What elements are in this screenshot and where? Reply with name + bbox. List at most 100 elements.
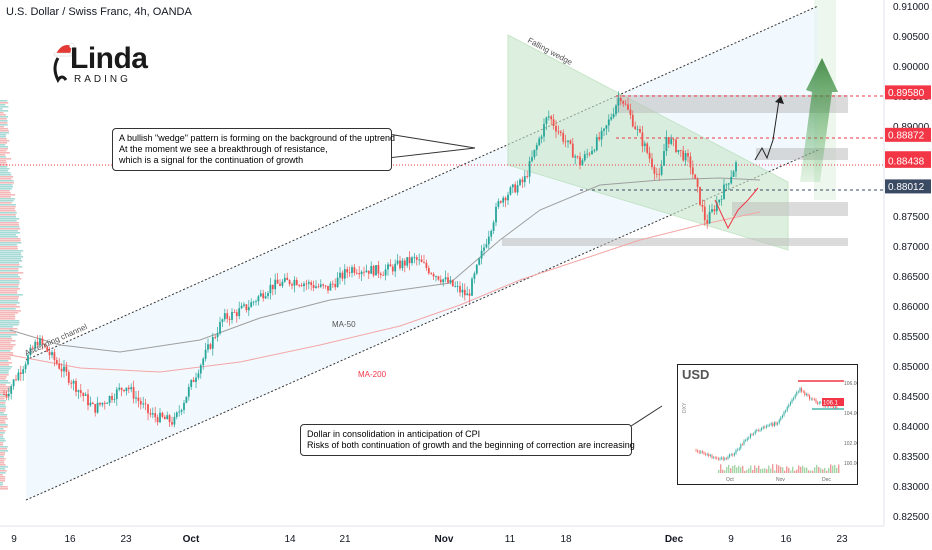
- y-tick-label: 0.85500: [893, 332, 930, 343]
- candle: [600, 127, 603, 147]
- candle: [262, 289, 265, 302]
- volume-profile-bar: [0, 104, 6, 106]
- bullish-arrow: [800, 58, 838, 182]
- candle: [655, 167, 658, 179]
- volume-profile-bar: [0, 346, 14, 348]
- candle: [595, 133, 598, 152]
- candle: [699, 186, 701, 207]
- volume-profile-bar: [0, 126, 5, 128]
- candle: [720, 194, 723, 206]
- candle: [19, 365, 22, 381]
- candle: [70, 379, 73, 389]
- volume-profile-bar: [0, 374, 9, 376]
- price-label-text: 0.88438: [888, 156, 925, 167]
- volume-profile-bar: [0, 302, 20, 304]
- candle: [264, 291, 267, 300]
- x-tick-label: 23: [836, 534, 848, 545]
- inset-volume-bar: [776, 464, 778, 473]
- inset-candle: [777, 421, 779, 426]
- volume-profile-bar: [0, 226, 20, 228]
- volume-profile-bar: [0, 172, 11, 174]
- candle: [682, 145, 685, 162]
- inset-volume-bar: [768, 465, 770, 473]
- volume-profile-bar: [0, 158, 12, 160]
- candle: [300, 282, 303, 287]
- volume-profile-bar: [0, 396, 10, 398]
- y-tick-label: 0.84500: [893, 392, 930, 403]
- candle: [259, 289, 262, 298]
- volume-profile-bar: [0, 160, 7, 162]
- inset-volume-bar: [724, 470, 726, 473]
- candle: [646, 141, 649, 155]
- volume-profile-bar: [0, 286, 19, 288]
- zone-087100: [502, 238, 848, 246]
- inset-volume-bar: [744, 470, 746, 473]
- zone-088482: [756, 148, 848, 160]
- volume-profile-bar: [0, 314, 15, 316]
- inset-candle: [740, 442, 742, 450]
- inset-candle: [813, 397, 815, 402]
- candle: [511, 183, 514, 194]
- inset-volume-bar: [820, 468, 822, 473]
- inset-volume-bar: [766, 469, 768, 473]
- candle: [120, 387, 123, 397]
- candle: [495, 202, 497, 227]
- volume-profile-bar: [0, 262, 20, 264]
- inset-candle: [716, 456, 718, 460]
- candle: [63, 360, 65, 378]
- volume-profile-bar: [0, 276, 20, 278]
- inset-volume-bar: [726, 466, 728, 473]
- x-tick-label: 23: [120, 534, 132, 545]
- candle: [499, 200, 502, 204]
- candle: [247, 300, 250, 317]
- candle: [406, 257, 409, 268]
- inset-volume-bar: [802, 465, 804, 473]
- y-tick-label: 0.91000: [893, 2, 930, 13]
- volume-profile-bar: [0, 370, 9, 372]
- candle: [281, 279, 284, 289]
- volume-profile-bar: [0, 446, 8, 448]
- candle: [588, 151, 591, 157]
- volume-profile-bar: [0, 366, 13, 368]
- price-label-badge: [885, 179, 931, 194]
- candle: [139, 397, 142, 410]
- candle: [521, 176, 524, 188]
- volume-profile-bar: [0, 254, 22, 256]
- candle: [348, 266, 351, 278]
- volume-profile-bar: [0, 332, 16, 334]
- candle: [487, 230, 490, 250]
- candle: [634, 121, 637, 130]
- candle: [43, 343, 46, 349]
- candle: [605, 124, 608, 136]
- candle: [427, 265, 430, 276]
- inset-volume-bar: [738, 465, 740, 473]
- candle: [22, 365, 25, 381]
- candle: [567, 140, 569, 148]
- volume-profile-bar: [0, 258, 22, 260]
- santa-hat-woman-icon: [53, 43, 75, 83]
- candle: [504, 196, 507, 208]
- inset-candle: [789, 400, 791, 407]
- inset-volume-bar: [810, 470, 812, 473]
- volume-profile-bar: [0, 390, 11, 392]
- inset-candle: [785, 409, 787, 414]
- candle: [192, 377, 195, 383]
- candle: [310, 280, 313, 291]
- wedge-note-line-2: At the moment we see a breakthrough of r…: [119, 144, 328, 154]
- volume-profile-bar: [0, 480, 5, 482]
- inset-candle: [802, 389, 804, 394]
- candle: [591, 146, 593, 156]
- candle: [439, 275, 442, 285]
- candle: [216, 326, 219, 342]
- candle: [418, 253, 421, 266]
- inset-candle: [743, 439, 745, 446]
- candle: [394, 259, 397, 277]
- candle: [559, 129, 562, 137]
- volume-profile-bar: [0, 282, 20, 284]
- candle: [101, 402, 104, 408]
- candle: [197, 369, 200, 380]
- volume-profile-bar: [0, 284, 19, 286]
- volume-profile-bar: [0, 234, 17, 236]
- candle: [715, 195, 718, 215]
